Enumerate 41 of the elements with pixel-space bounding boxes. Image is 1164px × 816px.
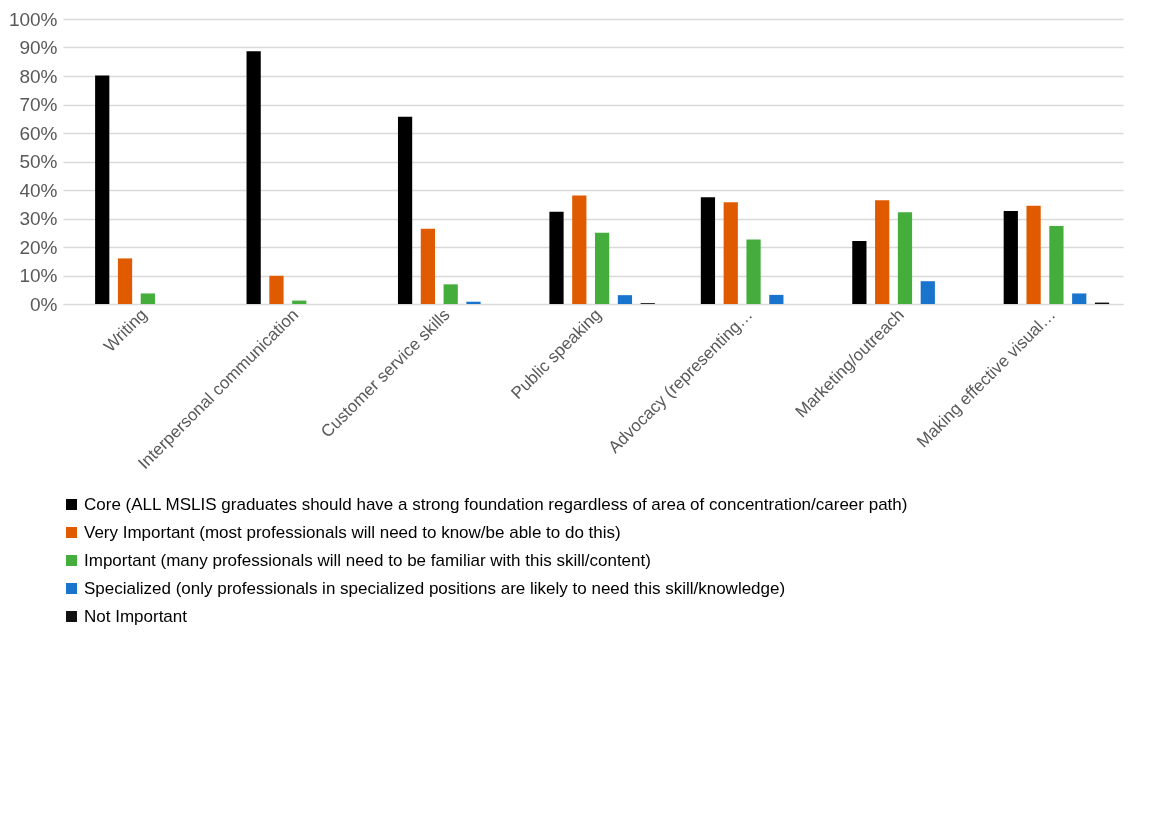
y-tick-label: 30%: [19, 208, 58, 229]
bar: [1003, 211, 1018, 304]
bar: [852, 241, 867, 304]
y-tick-label: 70%: [19, 94, 58, 115]
y-tick-label: 90%: [19, 37, 58, 58]
y-tick-label: 40%: [19, 179, 58, 201]
y-tick-label: 10%: [19, 265, 58, 286]
bar: [700, 197, 716, 304]
legend-label: Not Important: [84, 606, 188, 626]
legend-label: Very Important (most professionals will need to know/be able to do this): [84, 522, 621, 542]
bar: [746, 239, 761, 304]
bar: [1049, 225, 1064, 304]
y-tick-label: 80%: [19, 65, 58, 87]
y-tick-label: 100%: [8, 8, 58, 30]
bar: [1072, 293, 1087, 304]
bar: [140, 293, 155, 304]
bar: [617, 295, 633, 304]
y-tick-label: 20%: [19, 236, 58, 258]
bar: [443, 284, 458, 304]
bar: [875, 200, 890, 304]
bar: [549, 211, 564, 304]
bar: [920, 281, 935, 304]
bar: [269, 275, 284, 304]
bar: [723, 202, 738, 304]
legend-label: Important (many professionals will need to be familiar with this skill/content): [84, 550, 651, 570]
bar: [1026, 205, 1041, 304]
bar: [95, 75, 110, 304]
bar: [595, 232, 610, 304]
bar: [397, 116, 413, 304]
bar: [246, 51, 261, 304]
legend-label: Specialized (only professionals in specialized positions are likely to need this skill/knowledge): [84, 578, 786, 598]
y-tick-label: 50%: [19, 151, 58, 172]
y-tick-label: 60%: [19, 122, 58, 144]
bar: [117, 258, 133, 304]
bar: [572, 195, 587, 304]
bar: [897, 212, 913, 304]
bar: [466, 301, 481, 304]
y-tick-label: 0%: [30, 293, 58, 315]
legend-label: Core (ALL MSLIS graduates should have a strong foundation regardless of area of concentration/career path): [84, 494, 908, 514]
bar: [769, 294, 784, 304]
bar: [420, 228, 435, 304]
